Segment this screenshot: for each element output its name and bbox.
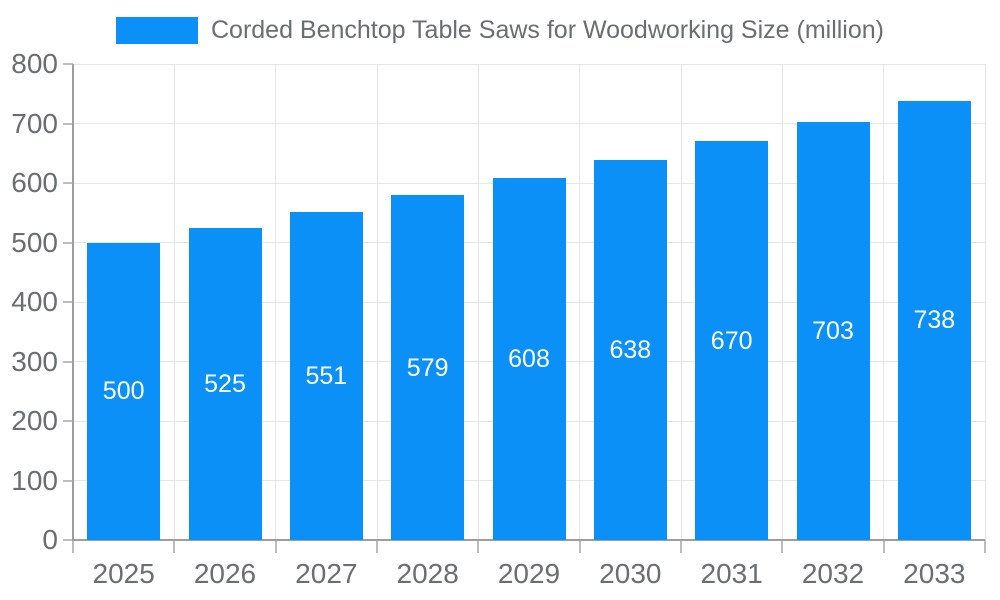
y-tick-mark bbox=[63, 182, 73, 184]
y-tick-mark bbox=[63, 301, 73, 303]
x-gridline bbox=[376, 64, 378, 540]
x-gridline bbox=[173, 64, 175, 540]
bar-value-label: 608 bbox=[508, 345, 550, 374]
x-gridline bbox=[477, 64, 479, 540]
bar[interactable] bbox=[897, 100, 971, 540]
x-tick-mark bbox=[781, 540, 784, 553]
x-tick-mark bbox=[680, 540, 682, 553]
y-axis-label: 800 bbox=[11, 48, 58, 79]
x-tick-mark bbox=[274, 540, 277, 553]
x-tick-mark bbox=[578, 540, 581, 553]
x-gridline bbox=[579, 64, 581, 540]
x-tick-mark bbox=[477, 540, 480, 553]
y-axis-label: 400 bbox=[11, 286, 58, 317]
x-tick-mark bbox=[882, 540, 885, 553]
bar[interactable] bbox=[695, 141, 769, 540]
y-axis-label: 700 bbox=[11, 107, 58, 139]
bar-value-label: 670 bbox=[710, 326, 753, 355]
bar-value-label: 500 bbox=[102, 377, 145, 406]
bar[interactable] bbox=[289, 212, 363, 540]
y-tick-mark bbox=[63, 241, 73, 244]
x-gridline bbox=[275, 64, 277, 540]
bar[interactable] bbox=[492, 178, 566, 540]
y-tick-mark bbox=[63, 479, 73, 482]
y-axis-line bbox=[72, 64, 74, 540]
x-tick-mark bbox=[376, 540, 378, 553]
bar[interactable] bbox=[796, 121, 870, 540]
legend-label: Corded Benchtop Table Saws for Woodworki… bbox=[210, 16, 884, 44]
y-axis-label: 600 bbox=[11, 167, 58, 198]
y-tick-mark bbox=[63, 539, 73, 541]
y-tick-mark bbox=[63, 420, 73, 422]
x-tick-mark bbox=[984, 540, 986, 553]
y-axis-label: 100 bbox=[11, 464, 58, 496]
chart-legend[interactable]: Corded Benchtop Table Saws for Woodworki… bbox=[0, 16, 1000, 45]
bar[interactable] bbox=[87, 242, 161, 540]
legend-swatch-icon bbox=[115, 17, 198, 44]
y-tick-mark bbox=[63, 63, 73, 65]
x-axis-label: 2028 bbox=[396, 558, 459, 589]
y-tick-mark bbox=[63, 122, 73, 125]
x-tick-mark bbox=[72, 540, 74, 553]
x-axis-label: 2031 bbox=[700, 558, 763, 589]
bar-value-label: 738 bbox=[913, 306, 956, 335]
bar-value-label: 525 bbox=[204, 369, 246, 398]
x-gridline bbox=[984, 64, 986, 540]
x-axis-label: 2027 bbox=[295, 558, 358, 589]
x-axis-label: 2030 bbox=[599, 558, 662, 589]
x-axis-label: 2026 bbox=[193, 558, 257, 589]
x-axis-label: 2032 bbox=[801, 558, 865, 589]
x-axis-line bbox=[72, 539, 985, 541]
y-axis-label: 0 bbox=[42, 524, 58, 555]
x-axis-label: 2033 bbox=[903, 558, 966, 589]
y-axis-label: 500 bbox=[11, 226, 58, 258]
bar[interactable] bbox=[188, 227, 262, 540]
x-gridline bbox=[680, 64, 682, 540]
x-axis-label: 2025 bbox=[92, 558, 155, 589]
bar-value-label: 703 bbox=[812, 316, 854, 345]
bar-value-label: 638 bbox=[609, 336, 652, 365]
y-axis-label: 300 bbox=[11, 345, 58, 377]
bar-value-label: 551 bbox=[305, 362, 348, 391]
x-axis-label: 2029 bbox=[497, 558, 561, 589]
bar[interactable] bbox=[593, 160, 667, 540]
y-axis-label: 200 bbox=[11, 405, 58, 436]
y-tick-mark bbox=[63, 360, 73, 363]
bar-value-label: 579 bbox=[406, 353, 449, 382]
x-gridline bbox=[781, 64, 783, 540]
y-gridline bbox=[73, 123, 985, 124]
x-gridline bbox=[883, 64, 885, 540]
x-tick-mark bbox=[173, 540, 176, 553]
y-gridline bbox=[73, 63, 985, 65]
bar[interactable] bbox=[391, 195, 465, 540]
